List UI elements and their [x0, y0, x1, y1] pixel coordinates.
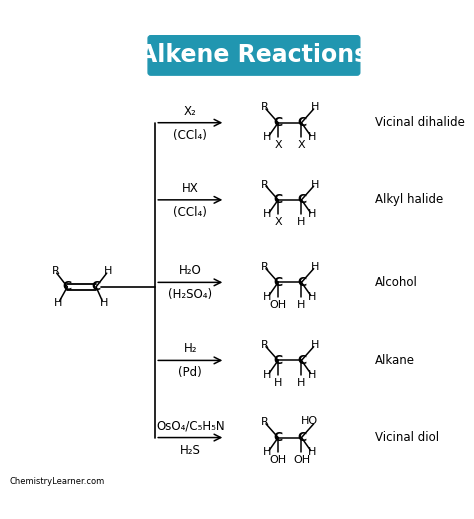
Text: Alkyl halide: Alkyl halide: [375, 194, 443, 207]
Text: H: H: [263, 370, 272, 380]
Text: R: R: [261, 262, 268, 272]
Text: OH: OH: [270, 300, 287, 310]
Text: HX: HX: [182, 182, 199, 195]
Text: Vicinal diol: Vicinal diol: [375, 431, 439, 444]
Text: (CCl₄): (CCl₄): [173, 206, 207, 219]
Text: H: H: [308, 209, 316, 220]
Text: H: H: [311, 340, 319, 350]
Text: C: C: [297, 194, 306, 207]
Text: H: H: [311, 262, 319, 272]
Text: H: H: [54, 298, 63, 308]
Text: HO: HO: [301, 416, 318, 426]
Text: Alkane: Alkane: [375, 354, 415, 367]
Text: C: C: [273, 194, 283, 207]
Text: H: H: [297, 300, 306, 310]
Text: H: H: [311, 180, 319, 189]
Text: (Pd): (Pd): [178, 366, 202, 379]
Text: C: C: [273, 276, 283, 289]
Text: ChemistryLearner.com: ChemistryLearner.com: [10, 477, 105, 486]
Text: X: X: [274, 217, 282, 227]
Text: R: R: [261, 417, 268, 427]
Text: H: H: [263, 447, 272, 457]
Text: H: H: [308, 370, 316, 380]
Text: H: H: [297, 217, 306, 227]
FancyBboxPatch shape: [148, 36, 360, 75]
Text: H: H: [308, 447, 316, 457]
Text: C: C: [297, 354, 306, 367]
Text: C: C: [63, 280, 72, 293]
Text: C: C: [297, 431, 306, 444]
Text: X₂: X₂: [184, 104, 197, 117]
Text: C: C: [273, 354, 283, 367]
Text: X: X: [274, 140, 282, 150]
Text: C: C: [297, 276, 306, 289]
Text: H: H: [100, 298, 108, 308]
Text: C: C: [91, 280, 100, 293]
Text: H: H: [297, 378, 306, 388]
Text: H: H: [263, 132, 272, 142]
Text: H₂O: H₂O: [179, 264, 201, 277]
Text: H: H: [308, 292, 316, 302]
Text: H: H: [308, 132, 316, 142]
Text: H: H: [263, 209, 272, 220]
Text: OH: OH: [270, 455, 287, 465]
Text: H: H: [274, 378, 283, 388]
Text: C: C: [297, 116, 306, 129]
Text: H: H: [311, 102, 319, 113]
Text: H₂S: H₂S: [180, 444, 201, 457]
Text: Alkene Reactions: Alkene Reactions: [139, 44, 369, 67]
Text: C: C: [273, 431, 283, 444]
Text: OH: OH: [293, 455, 310, 465]
Text: OsO₄/C₅H₅N: OsO₄/C₅H₅N: [156, 419, 225, 432]
Text: Alcohol: Alcohol: [375, 276, 418, 289]
Text: R: R: [261, 102, 268, 113]
Text: C: C: [273, 116, 283, 129]
Text: (CCl₄): (CCl₄): [173, 129, 207, 142]
Text: H: H: [104, 266, 112, 276]
Text: R: R: [261, 180, 268, 189]
Text: R: R: [52, 266, 60, 276]
Text: R: R: [261, 340, 268, 350]
Text: H: H: [263, 292, 272, 302]
Text: (H₂SO₄): (H₂SO₄): [168, 289, 212, 302]
Text: X: X: [298, 140, 305, 150]
Text: Vicinal dihalide: Vicinal dihalide: [375, 116, 465, 129]
Text: H₂: H₂: [183, 342, 197, 355]
